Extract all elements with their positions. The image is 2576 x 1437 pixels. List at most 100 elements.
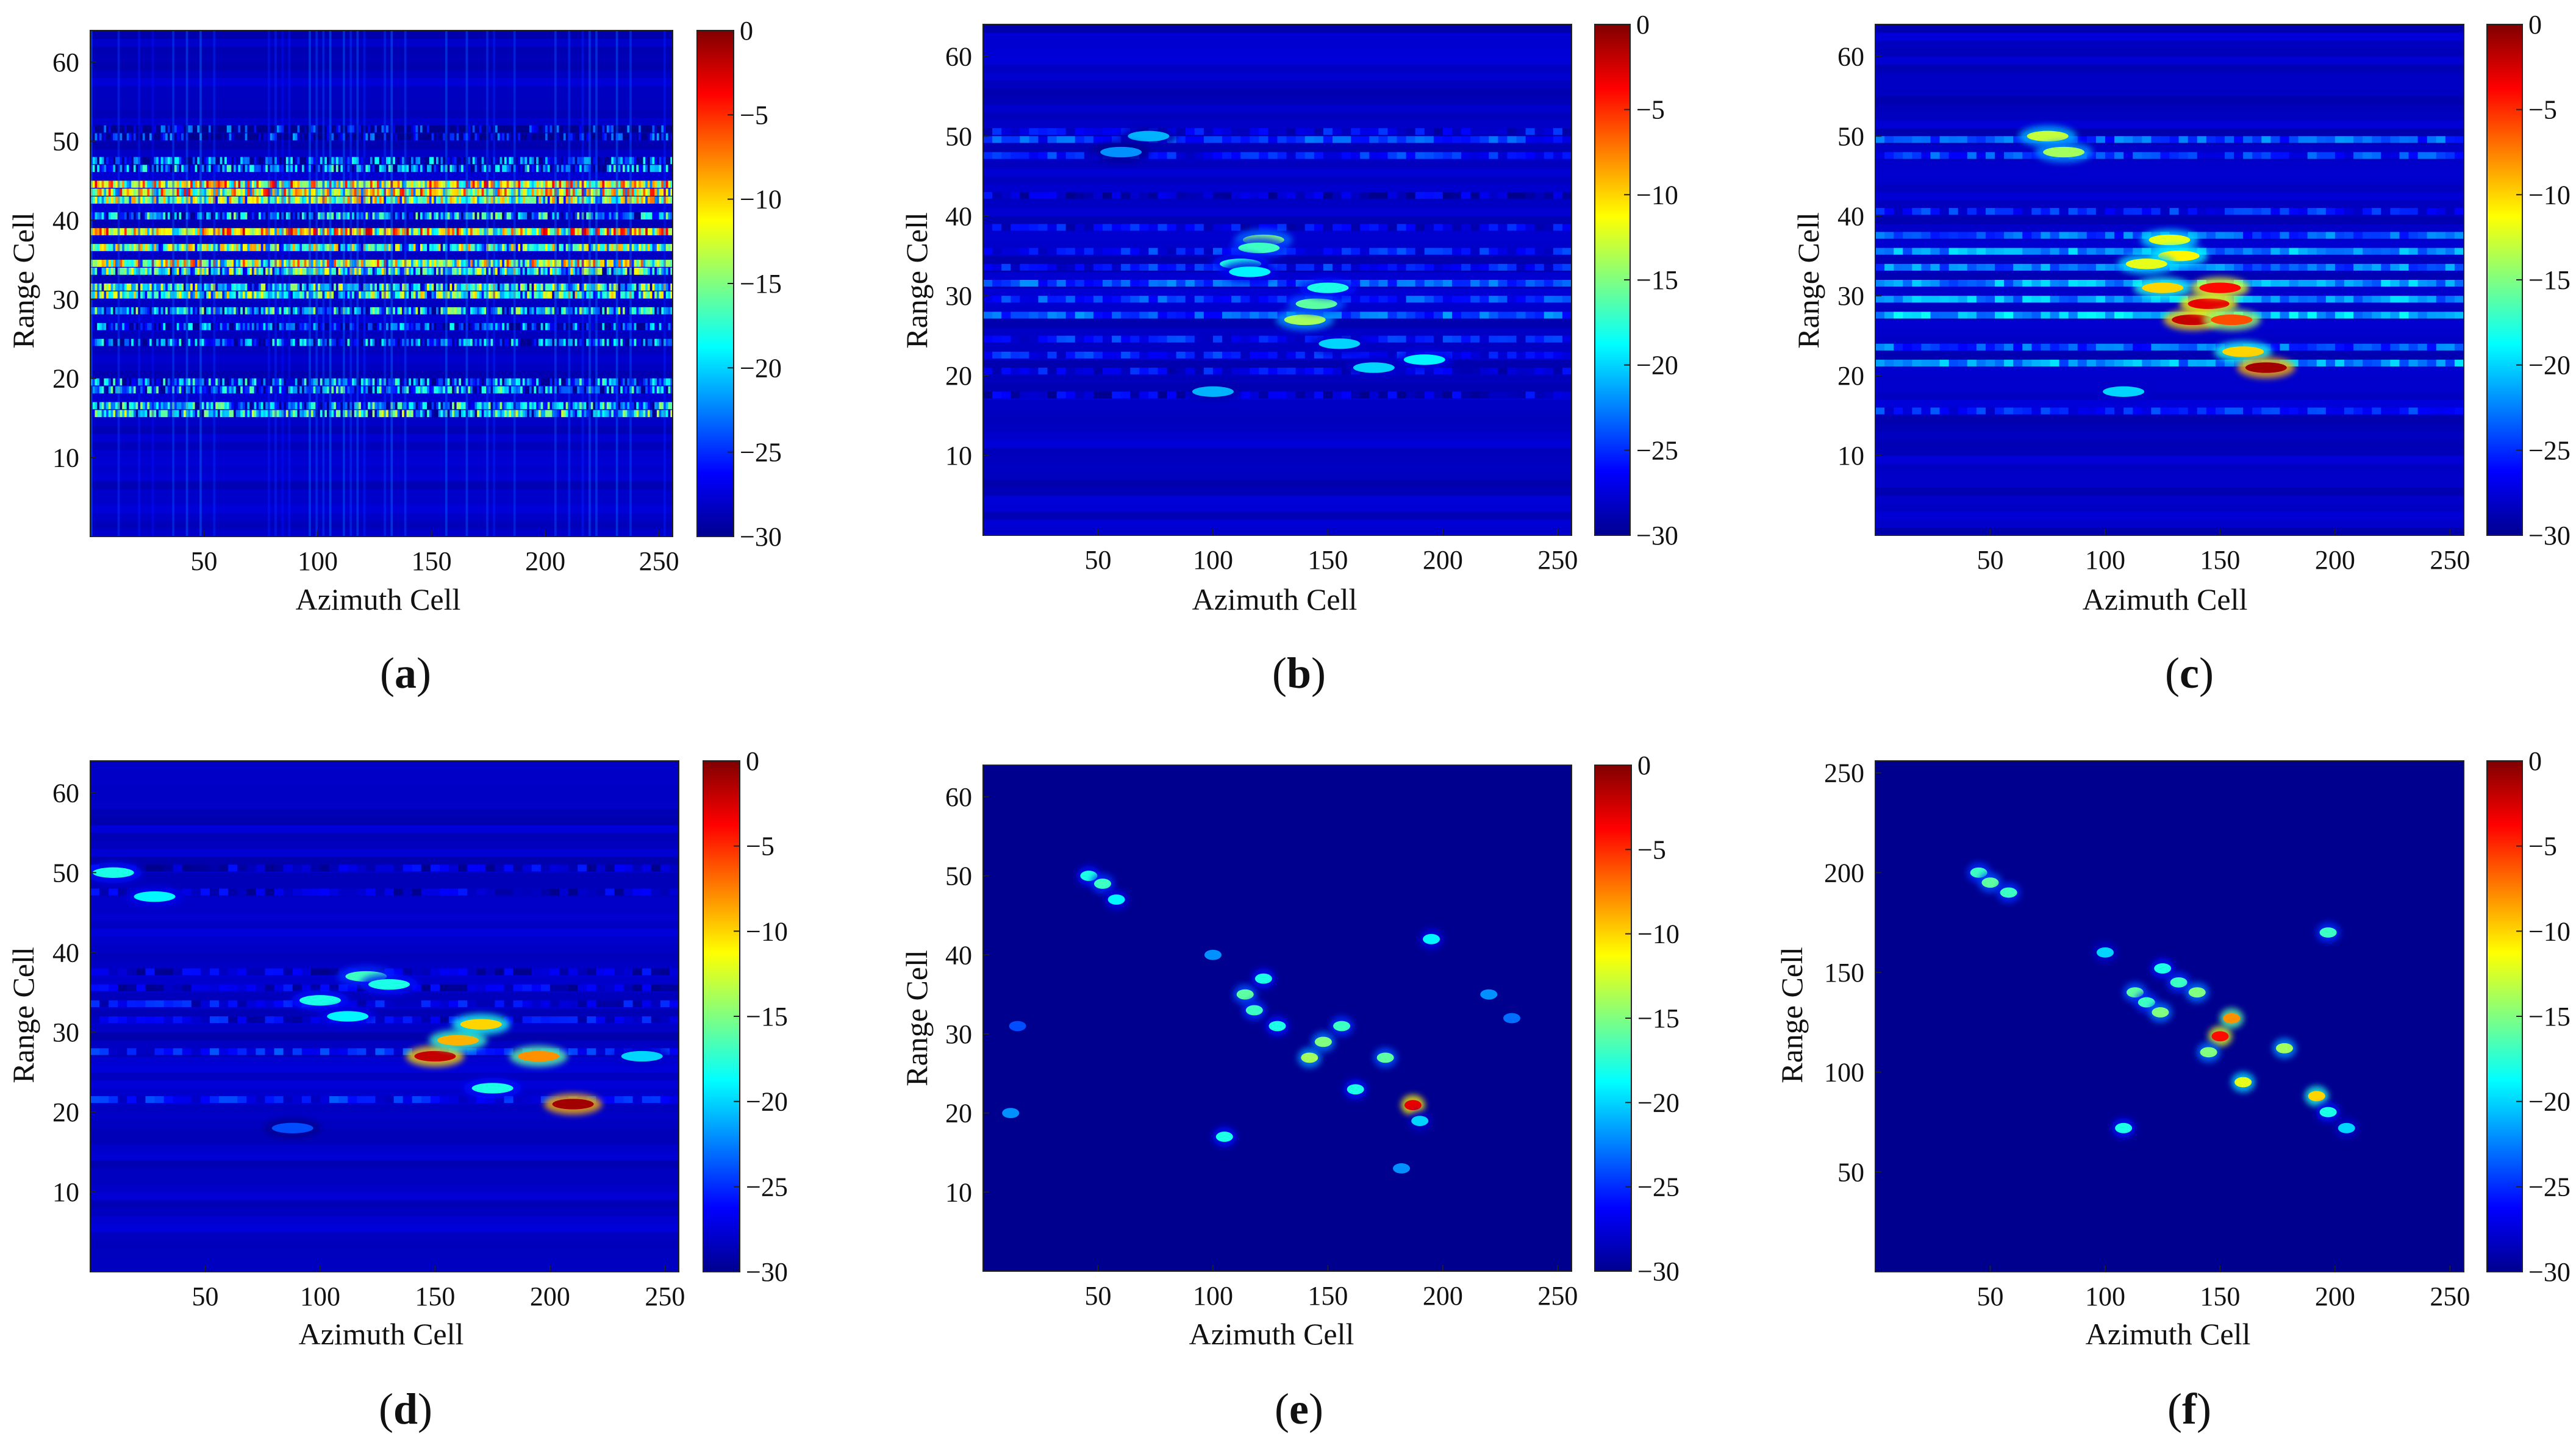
heat-cell	[201, 338, 205, 346]
heat-cell	[183, 402, 187, 410]
heat-cell	[629, 307, 632, 315]
heat-cell	[618, 244, 621, 251]
heat-cell	[260, 260, 264, 267]
heat-cell	[554, 402, 557, 410]
heat-cell	[263, 196, 266, 204]
heat-cell	[527, 157, 530, 165]
heat-cell	[338, 402, 341, 410]
heat-cell	[393, 260, 396, 267]
heat-cell	[420, 378, 423, 386]
heat-cell	[310, 268, 314, 275]
heat-cell	[129, 228, 132, 235]
heat-cell	[424, 268, 428, 275]
heat-cell	[656, 180, 660, 188]
heat-cell	[572, 196, 576, 204]
heat-cell	[656, 165, 660, 173]
heat-cell	[349, 338, 352, 346]
heat-cell	[429, 307, 432, 315]
heat-cell	[368, 291, 371, 299]
heat-cell	[497, 165, 501, 173]
heat-cell	[288, 386, 291, 394]
heat-cell	[331, 165, 334, 173]
heat-cell	[234, 212, 237, 219]
heat-cell	[629, 378, 632, 386]
heat-cell	[131, 244, 134, 251]
heat-cell	[151, 165, 155, 173]
heat-cell	[220, 386, 223, 394]
heat-cell	[309, 212, 312, 219]
heat-cell	[92, 212, 96, 219]
heat-cell	[574, 165, 578, 173]
heat-cell	[160, 291, 163, 299]
heat-cell	[429, 188, 432, 196]
heat-cell	[597, 180, 601, 188]
heat-cell	[117, 307, 121, 315]
heat-cell	[234, 244, 237, 251]
heat-cell	[456, 402, 459, 410]
heat-cell	[424, 188, 428, 196]
heat-cell	[586, 378, 589, 386]
heat-cell	[452, 196, 455, 204]
heat-cell	[265, 410, 268, 418]
heat-cell	[379, 268, 382, 275]
heat-cell	[372, 196, 375, 204]
heat-cell	[370, 291, 373, 299]
heat-cell	[579, 244, 582, 251]
heat-cell	[518, 291, 521, 299]
heat-cell	[272, 212, 275, 219]
heat-cell	[133, 410, 137, 418]
heat-cell	[259, 165, 262, 173]
heat-cell	[406, 268, 409, 275]
heat-cell	[479, 402, 482, 410]
heat-cell	[281, 410, 284, 418]
heat-cell	[379, 402, 382, 410]
heat-cell	[197, 323, 200, 330]
heat-cell	[647, 386, 651, 394]
heat-cell	[90, 196, 93, 204]
heat-cell	[615, 244, 619, 251]
heat-cell	[160, 323, 163, 330]
heat-cell	[220, 283, 223, 291]
heat-cell	[665, 228, 669, 235]
heat-cell	[438, 196, 442, 204]
heat-cell	[381, 180, 384, 188]
heat-cell	[438, 338, 442, 346]
heat-cell	[372, 268, 375, 275]
heat-cell	[104, 244, 107, 251]
heat-cell	[611, 244, 614, 251]
heat-cell	[624, 283, 628, 291]
heat-cell	[170, 283, 173, 291]
heat-cell	[97, 180, 100, 188]
heat-cell	[565, 323, 568, 330]
heat-cell	[534, 228, 537, 235]
heat-cell	[124, 157, 127, 165]
heat-cell	[479, 338, 482, 346]
heat-cell	[256, 228, 259, 235]
heat-cell	[222, 378, 225, 386]
heat-cell	[556, 180, 560, 188]
heat-cell	[354, 228, 357, 235]
heat-cell	[664, 378, 667, 386]
heat-cell	[129, 188, 132, 196]
heat-cell	[267, 386, 271, 394]
heat-cell	[197, 212, 200, 219]
heat-cell	[224, 133, 227, 141]
heat-cell	[131, 260, 134, 267]
heat-cell	[309, 338, 312, 346]
heat-cell	[454, 165, 457, 173]
heat-cell	[188, 402, 191, 410]
heat-cell	[631, 157, 635, 165]
heat-cell	[552, 228, 555, 235]
heat-cell	[129, 157, 132, 165]
heat-cell	[639, 378, 642, 386]
heat-cell	[259, 228, 262, 235]
heat-cell	[145, 402, 148, 410]
heat-cell	[499, 212, 503, 219]
heat-cell	[226, 244, 230, 251]
heat-cell	[170, 338, 173, 346]
heat-cell	[434, 165, 437, 173]
heat-cell	[377, 188, 380, 196]
heat-cell	[256, 244, 259, 251]
heat-cell	[204, 283, 207, 291]
heat-cell	[197, 378, 200, 386]
